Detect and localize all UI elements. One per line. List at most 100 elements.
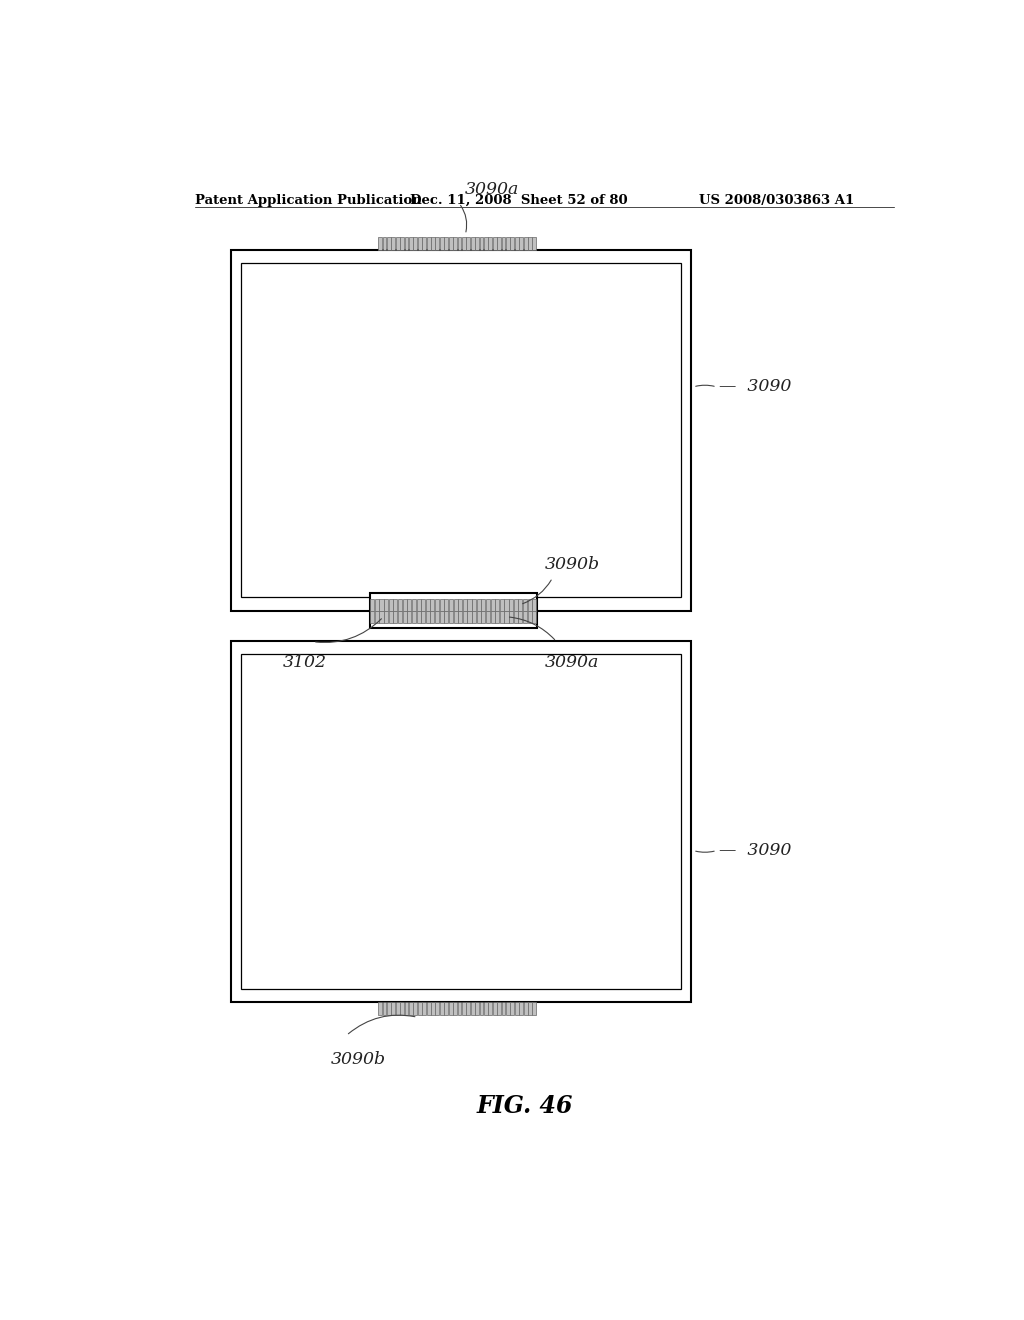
Bar	[458, 611, 462, 623]
Bar	[479, 236, 483, 249]
Text: Patent Application Publication: Patent Application Publication	[196, 194, 422, 207]
Bar	[510, 1002, 514, 1015]
Bar	[370, 593, 537, 628]
Bar	[431, 236, 435, 249]
Bar	[426, 611, 430, 623]
Bar	[509, 611, 513, 623]
Bar	[518, 611, 522, 623]
Text: 3102: 3102	[283, 653, 327, 671]
Text: —  3090: — 3090	[719, 842, 792, 859]
Bar	[518, 598, 522, 611]
Bar	[393, 598, 397, 611]
Bar	[527, 598, 531, 611]
Bar	[387, 236, 391, 249]
Bar	[475, 1002, 479, 1015]
Bar	[506, 236, 510, 249]
Bar	[488, 236, 493, 249]
Bar	[430, 611, 434, 623]
Bar	[458, 236, 462, 249]
Bar	[449, 236, 453, 249]
Bar	[449, 611, 453, 623]
Bar	[400, 1002, 404, 1015]
Bar	[458, 598, 462, 611]
Bar	[477, 598, 481, 611]
Bar	[231, 249, 691, 611]
Bar	[532, 611, 537, 623]
Text: 3090b: 3090b	[331, 1051, 385, 1068]
Bar	[402, 611, 407, 623]
Bar	[378, 1002, 382, 1015]
Text: 3090b: 3090b	[545, 556, 600, 573]
Bar	[444, 236, 449, 249]
Text: 3090a: 3090a	[545, 653, 599, 671]
Bar	[490, 598, 495, 611]
Bar	[439, 611, 443, 623]
Bar	[231, 642, 691, 1002]
Text: —  3090: — 3090	[719, 379, 792, 396]
Bar	[471, 1002, 475, 1015]
Bar	[414, 236, 418, 249]
Bar	[418, 1002, 422, 1015]
Bar	[467, 598, 471, 611]
Bar	[242, 655, 681, 989]
Bar	[435, 1002, 439, 1015]
Bar	[498, 1002, 501, 1015]
Bar	[444, 611, 449, 623]
Bar	[396, 1002, 399, 1015]
Bar	[435, 611, 439, 623]
Bar	[453, 236, 457, 249]
Bar	[466, 1002, 470, 1015]
Bar	[421, 611, 425, 623]
Bar	[472, 611, 476, 623]
Bar	[391, 236, 395, 249]
Bar	[375, 598, 379, 611]
Bar	[472, 598, 476, 611]
Bar	[477, 611, 481, 623]
Bar	[454, 598, 458, 611]
Bar	[505, 611, 509, 623]
Bar	[408, 611, 412, 623]
Bar	[380, 611, 384, 623]
Bar	[400, 236, 404, 249]
Bar	[463, 611, 467, 623]
Bar	[519, 1002, 523, 1015]
Bar	[384, 611, 388, 623]
Bar	[404, 1002, 409, 1015]
Bar	[479, 1002, 483, 1015]
Bar	[444, 1002, 449, 1015]
Bar	[393, 611, 397, 623]
Bar	[458, 1002, 462, 1015]
Bar	[515, 1002, 519, 1015]
Bar	[427, 1002, 430, 1015]
Text: FIG. 46: FIG. 46	[476, 1094, 573, 1118]
Bar	[430, 598, 434, 611]
Bar	[371, 598, 375, 611]
Bar	[439, 598, 443, 611]
Bar	[378, 236, 382, 249]
Bar	[498, 236, 501, 249]
Bar	[409, 236, 413, 249]
Bar	[490, 611, 495, 623]
Bar	[532, 1002, 537, 1015]
Bar	[496, 598, 500, 611]
Bar	[449, 1002, 453, 1015]
Bar	[398, 611, 402, 623]
Bar	[454, 611, 458, 623]
Bar	[500, 598, 504, 611]
Bar	[514, 611, 518, 623]
Bar	[431, 1002, 435, 1015]
Bar	[523, 1002, 527, 1015]
Bar	[523, 236, 527, 249]
Bar	[484, 236, 487, 249]
Bar	[532, 598, 537, 611]
Bar	[475, 236, 479, 249]
Bar	[422, 1002, 426, 1015]
Bar	[509, 598, 513, 611]
Bar	[384, 598, 388, 611]
Bar	[396, 236, 399, 249]
Bar	[409, 1002, 413, 1015]
Bar	[462, 236, 466, 249]
Bar	[493, 236, 497, 249]
Bar	[453, 1002, 457, 1015]
Bar	[481, 598, 485, 611]
